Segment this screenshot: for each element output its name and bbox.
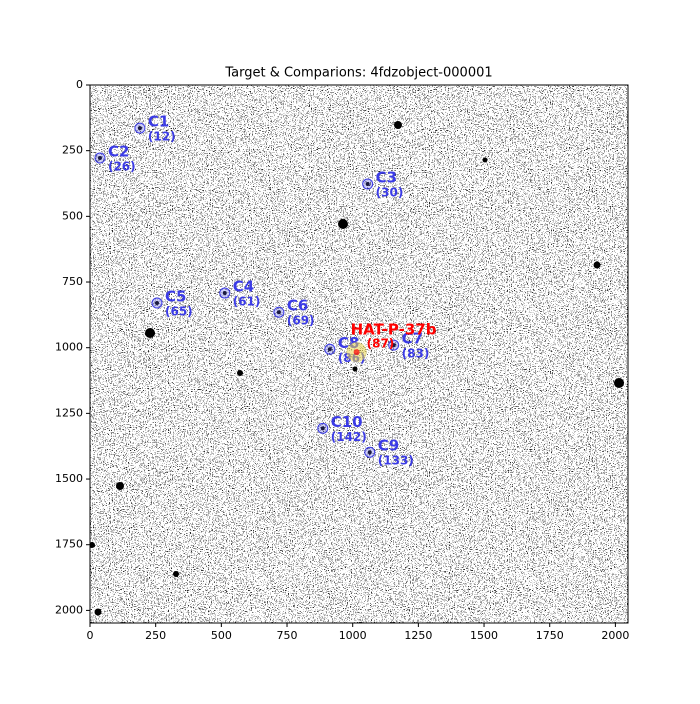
comparison-id: (142) [331, 430, 367, 444]
comparison-id: (26) [108, 160, 136, 174]
y-tick-label: 1750 [55, 538, 83, 551]
y-tick-label: 1000 [55, 341, 83, 354]
comparison-label: C7 [402, 330, 423, 348]
x-tick-label: 750 [277, 629, 298, 642]
chart-title: Target & Comparions: 4fdzobject-000001 [224, 66, 492, 81]
y-tick-label: 250 [62, 144, 83, 157]
comparison-id: (65) [165, 305, 193, 319]
comparison-id: (12) [148, 130, 176, 144]
x-tick-label: 500 [211, 629, 232, 642]
x-tick-label: 2000 [601, 629, 629, 642]
comparison-marker-core [154, 301, 159, 306]
y-tick-label: 2000 [55, 603, 83, 616]
x-tick-label: 0 [87, 629, 94, 642]
target-marker-core [353, 349, 360, 356]
comparison-marker-core [367, 450, 372, 455]
comparison-label: C5 [165, 288, 186, 306]
comparison-label: C10 [331, 413, 363, 431]
comparison-id: (61) [233, 295, 261, 309]
x-tick-label: 1250 [404, 629, 432, 642]
y-tick-label: 750 [62, 275, 83, 288]
y-tick-label: 1500 [55, 472, 83, 485]
comparison-label: C6 [287, 297, 308, 315]
comparison-label: C4 [233, 278, 254, 296]
x-tick-label: 1500 [470, 629, 498, 642]
comparison-id: (133) [378, 454, 414, 468]
x-tick-label: 250 [145, 629, 166, 642]
x-tick-label: 1750 [536, 629, 564, 642]
comparison-marker-core [391, 343, 396, 348]
comparison-marker-core [320, 426, 325, 431]
comparison-label: C1 [148, 113, 169, 131]
comparison-id: (83) [402, 347, 430, 361]
y-tick-label: 0 [76, 78, 83, 91]
y-tick-label: 1250 [55, 406, 83, 419]
target-label: HAT-P-37b [351, 321, 437, 339]
comparison-id: (69) [287, 314, 315, 328]
y-tick-label: 500 [62, 209, 83, 222]
plot-frame [89, 84, 629, 624]
comparison-label: C3 [376, 169, 397, 187]
comparison-label: C2 [108, 143, 129, 161]
target-id: (87) [367, 337, 395, 351]
comparison-id: (30) [376, 186, 404, 200]
x-tick-label: 1000 [339, 629, 367, 642]
comparison-marker-core [327, 347, 332, 352]
comparison-label: C9 [378, 437, 399, 455]
comparison-marker-core [276, 310, 281, 315]
comparison-marker-core [97, 156, 102, 161]
comparison-marker-core [222, 291, 227, 296]
comparison-marker-core [137, 126, 142, 131]
comparison-marker-core [365, 182, 370, 187]
